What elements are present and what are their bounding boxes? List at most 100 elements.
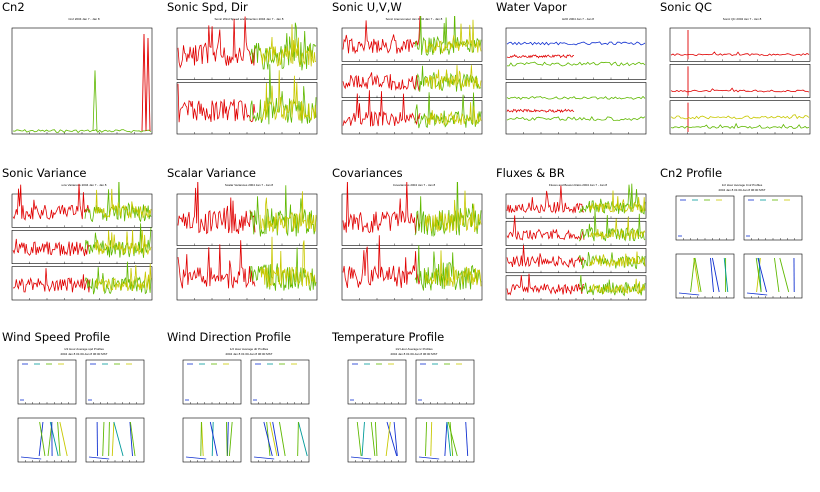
profile-line xyxy=(393,421,398,457)
series-line xyxy=(259,24,317,67)
sonic-variance-plot-icon[interactable]: uvw Variances 2004 Jan 7 - Jan 8 xyxy=(0,182,158,320)
series-line xyxy=(249,185,317,237)
plot-thumbnail-cn2-profile[interactable]: Cn2 Profile 1/2 Hour Average Cn2 Profiles… xyxy=(658,166,816,324)
profile-line xyxy=(374,421,378,457)
profile-panel xyxy=(675,195,735,241)
series-line xyxy=(506,245,585,269)
plot-header: H2O 2004 Jan 7 - Jan 8 xyxy=(562,17,594,21)
plot-thumbnail-temperature-profile[interactable]: Temperature Profile 1/2 Hour Average tc P… xyxy=(330,330,488,488)
series-line xyxy=(177,83,256,123)
profile-line xyxy=(201,421,204,457)
plot-header: Sonic Anemometer Jan 2004 Jan 7 - Jan 8 xyxy=(386,17,443,21)
profile-line xyxy=(211,421,214,457)
plot-title-sonic-spd-dir[interactable]: Sonic Spd, Dir xyxy=(167,0,248,14)
plot-title-water-vapor[interactable]: Water Vapor xyxy=(496,0,567,14)
plot-thumbnail-covariances[interactable]: Covariances Covariances 2004 Jan 7 - Jan … xyxy=(330,166,488,324)
series-line xyxy=(249,64,317,125)
series-line xyxy=(670,122,810,129)
series-line xyxy=(342,90,421,127)
series-line xyxy=(249,22,317,71)
profile-line xyxy=(386,421,398,457)
plot-title-cn2-profile[interactable]: Cn2 Profile xyxy=(660,166,723,180)
series-line xyxy=(92,70,98,132)
series-line xyxy=(84,182,152,223)
timeseries-panel xyxy=(669,64,811,98)
profile-line xyxy=(723,257,729,293)
plot-header: 1/2 Hour Average Cn2 Profiles xyxy=(722,183,763,187)
profile-panel xyxy=(743,195,803,241)
plot-title-cn2[interactable]: Cn2 xyxy=(2,0,25,14)
fluxes-br-plot-icon[interactable]: Fluxes and Bowen Ratio 2004 Jan 7 - Jan … xyxy=(494,182,652,320)
timeseries-panel xyxy=(11,27,153,135)
plot-thumbnail-wind-speed-profile[interactable]: Wind Speed Profile 1/2 Hour Average spd P… xyxy=(0,330,158,488)
water-vapor-plot-icon[interactable]: H2O 2004 Jan 7 - Jan 8 xyxy=(494,16,652,154)
profile-line xyxy=(38,421,44,457)
plot-header: uvw Variances 2004 Jan 7 - Jan 8 xyxy=(62,183,107,187)
plot-thumbnail-water-vapor[interactable]: Water Vapor H2O 2004 Jan 7 - Jan 8 xyxy=(494,0,652,158)
timeseries-panel xyxy=(505,27,647,80)
profile-line xyxy=(350,456,372,460)
plot-title-sonic-uvw[interactable]: Sonic U,V,W xyxy=(332,0,402,14)
plot-thumbnail-scalar-variance[interactable]: Scalar Variance Scalar Variances 2004 Jan… xyxy=(165,166,323,324)
plot-header: 1/2 Hour Average dir Profiles xyxy=(230,347,269,351)
series-line xyxy=(342,235,421,288)
plot-thumbnail-sonic-spd-dir[interactable]: Sonic Spd, Dir Sonic Wind Speed and Direc… xyxy=(165,0,323,158)
series-line xyxy=(670,87,810,93)
sonic-spd-dir-plot-icon[interactable]: Sonic Wind Speed and Direction 2004 Jan … xyxy=(165,16,323,154)
plot-title-sonic-qc[interactable]: Sonic QC xyxy=(660,0,712,14)
plot-thumbnail-sonic-uvw[interactable]: Sonic U,V,W Sonic Anemometer Jan 2004 Jan… xyxy=(330,0,488,158)
profile-line xyxy=(59,421,68,457)
cn2-plot-icon[interactable]: Cn2 2004 Jan 7 - Jan 8 xyxy=(0,16,158,154)
profile-line xyxy=(269,421,278,457)
series-line xyxy=(506,95,646,100)
profile-line xyxy=(465,421,469,457)
plot-thumbnail-wind-direction-profile[interactable]: Wind Direction Profile 1/2 Hour Average d… xyxy=(165,330,323,488)
series-line xyxy=(94,188,152,219)
sonic-uvw-plot-icon[interactable]: Sonic Anemometer Jan 2004 Jan 7 - Jan 8 xyxy=(330,16,488,154)
profile-line xyxy=(446,421,451,457)
profile-panel xyxy=(182,359,242,405)
series-line xyxy=(506,108,575,113)
sonic-qc-plot-icon[interactable]: Sonic QC 2004 Jan 7 - Jan 8 xyxy=(658,16,816,154)
profile-line xyxy=(356,421,362,457)
profile-line xyxy=(444,421,448,457)
plot-title-temperature-profile[interactable]: Temperature Profile xyxy=(332,330,445,344)
profile-line xyxy=(129,421,133,457)
series-line xyxy=(578,275,646,297)
covariances-plot-icon[interactable]: Covariances 2004 Jan 7 - Jan 8 xyxy=(330,182,488,320)
series-line xyxy=(424,19,482,54)
series-line xyxy=(506,61,646,67)
timeseries-panel xyxy=(341,100,483,135)
profile-line xyxy=(757,257,768,293)
plot-thumbnail-fluxes-br[interactable]: Fluxes & BR Fluxes and Bowen Ratio 2004 J… xyxy=(494,166,652,324)
plot-subheader: 2004 Jan 8 01:00-Jan 8 06:00 MST xyxy=(390,352,437,356)
profile-line xyxy=(200,421,202,457)
profile-line xyxy=(361,421,365,457)
profile-line xyxy=(425,421,428,457)
plot-thumbnail-cn2[interactable]: Cn2 Cn2 2004 Jan 7 - Jan 8 xyxy=(0,0,158,158)
profile-line xyxy=(272,421,280,457)
scalar-variance-plot-icon[interactable]: Scalar Variances 2004 Jan 7 - Jan 8 xyxy=(165,182,323,320)
plot-title-wind-speed-profile[interactable]: Wind Speed Profile xyxy=(2,330,111,344)
plot-title-covariances[interactable]: Covariances xyxy=(332,166,403,180)
plot-title-wind-direction-profile[interactable]: Wind Direction Profile xyxy=(167,330,291,344)
plot-header: 1/2 Hour Average spd Profiles xyxy=(64,347,104,351)
plot-subheader: 2004 Jan 8 01:00-Jan 8 06:00 MST xyxy=(225,352,272,356)
profile-line xyxy=(227,421,229,457)
plot-title-sonic-variance[interactable]: Sonic Variance xyxy=(2,166,87,180)
series-line xyxy=(588,251,646,268)
series-line xyxy=(177,16,256,69)
plot-thumbnail-sonic-variance[interactable]: Sonic Variance uvw Variances 2004 Jan 7 -… xyxy=(0,166,158,324)
timeseries-panel xyxy=(669,27,811,62)
profile-line xyxy=(39,421,46,457)
timeseries-panel xyxy=(341,64,483,98)
plot-thumbnail-sonic-qc[interactable]: Sonic QC Sonic QC 2004 Jan 7 - Jan 8 xyxy=(658,0,816,158)
plot-title-fluxes-br[interactable]: Fluxes & BR xyxy=(496,166,565,180)
plot-title-scalar-variance[interactable]: Scalar Variance xyxy=(167,166,256,180)
profile-line xyxy=(102,421,105,457)
profile-line xyxy=(279,421,286,457)
